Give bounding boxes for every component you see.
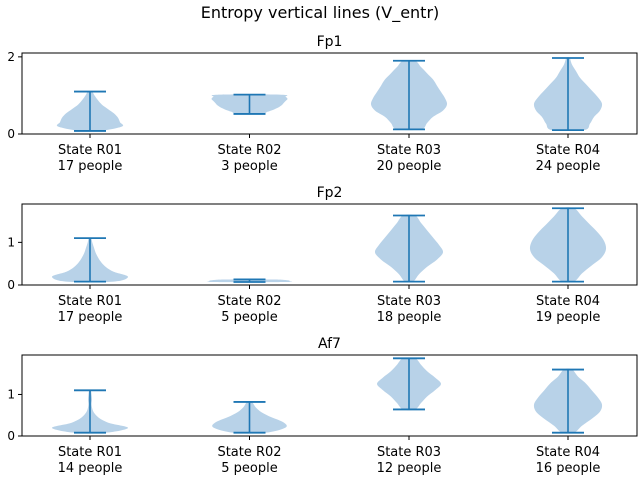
state-name: State R01	[58, 445, 122, 460]
people-count: 14 people	[58, 461, 123, 476]
people-count: 17 people	[58, 310, 123, 325]
state-name: State R01	[58, 294, 122, 309]
y-tick-label: 1	[7, 235, 15, 249]
state-name: State R04	[536, 143, 600, 158]
panel-af7: Af7 0 1 State R01 14 people State R02 5 people…	[7, 336, 638, 476]
state-name: State R03	[377, 294, 441, 309]
state-name: State R04	[536, 445, 600, 460]
x-tick-label: State R02 5 people	[217, 294, 281, 325]
panel-title: Fp1	[317, 34, 343, 50]
y-tick-label: 0	[7, 127, 15, 141]
people-count: 19 people	[536, 310, 601, 325]
x-tick-label: State R04 24 people	[536, 143, 601, 174]
state-name: State R01	[58, 143, 122, 158]
people-count: 3 people	[221, 159, 277, 174]
state-name: State R03	[377, 445, 441, 460]
panel-fp1: Fp1 0 2 State R01 17 people State R02 3 people…	[7, 34, 638, 174]
x-tick-label: State R01 17 people	[58, 143, 123, 174]
state-name: State R04	[536, 294, 600, 309]
x-tick-label: State R02 3 people	[217, 143, 281, 174]
y-tick-label: 2	[7, 50, 15, 64]
panel-fp2: Fp2 0 1 State R01 17 people State R02 5 people…	[7, 185, 638, 325]
people-count: 24 people	[536, 159, 601, 174]
people-count: 17 people	[58, 159, 123, 174]
x-tick-label: State R04 19 people	[536, 294, 601, 325]
state-name: State R03	[377, 143, 441, 158]
people-count: 5 people	[221, 461, 277, 476]
x-tick-label: State R01 14 people	[58, 445, 123, 476]
x-tick-label: State R04 16 people	[536, 445, 601, 476]
people-count: 5 people	[221, 310, 277, 325]
panel-title: Af7	[318, 336, 341, 352]
x-tick-label: State R02 5 people	[217, 445, 281, 476]
panel-title: Fp2	[317, 185, 343, 201]
y-tick-label: 0	[7, 429, 15, 443]
state-name: State R02	[217, 143, 281, 158]
figure-title: Entropy vertical lines (V_entr)	[201, 3, 440, 23]
people-count: 18 people	[377, 310, 442, 325]
axes-frame	[21, 354, 638, 437]
axes-frame	[21, 203, 638, 286]
x-tick-label: State R03 18 people	[377, 294, 442, 325]
state-name: State R02	[217, 445, 281, 460]
x-tick-label: State R01 17 people	[58, 294, 123, 325]
state-name: State R02	[217, 294, 281, 309]
y-tick-label: 0	[7, 278, 15, 292]
people-count: 20 people	[377, 159, 442, 174]
people-count: 12 people	[377, 461, 442, 476]
y-tick-label: 1	[7, 387, 15, 401]
x-tick-label: State R03 20 people	[377, 143, 442, 174]
people-count: 16 people	[536, 461, 601, 476]
x-tick-label: State R03 12 people	[377, 445, 442, 476]
axes-frame	[21, 52, 638, 135]
